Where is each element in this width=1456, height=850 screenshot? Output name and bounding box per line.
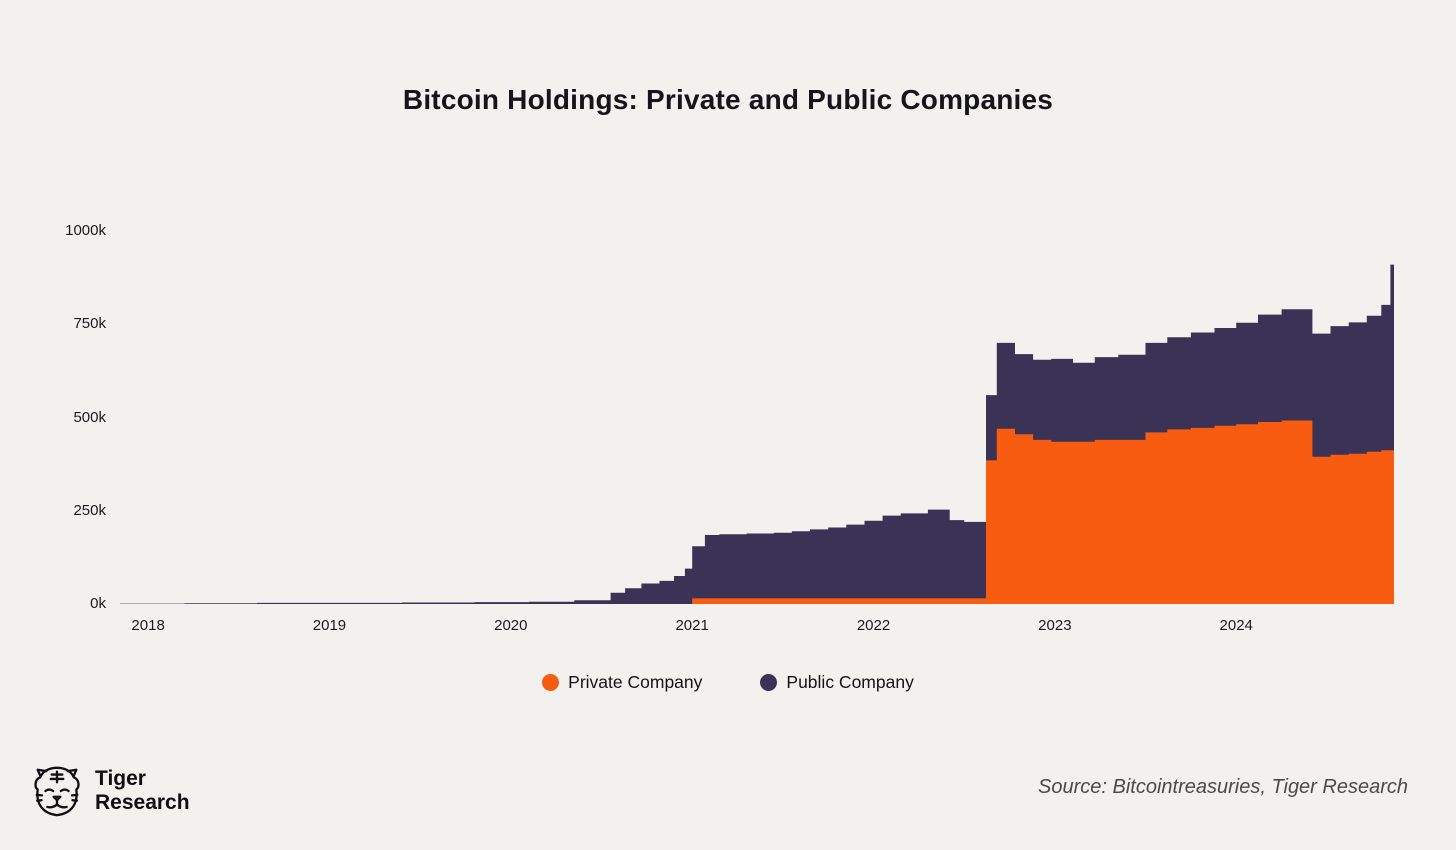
x-axis-tick-label: 2023 (1038, 617, 1072, 634)
y-axis-tick-label: 0k (90, 595, 106, 612)
x-axis-tick-label: 2019 (312, 617, 347, 634)
public-company-swatch (760, 674, 778, 691)
private-company-swatch (542, 674, 560, 691)
brand-logo-block: Tiger Research (28, 762, 190, 820)
source-attribution: Source: Bitcointreasuries, Tiger Researc… (1038, 776, 1408, 798)
x-axis-tick-label: 2024 (1219, 617, 1253, 634)
y-axis-tick-label: 750k (73, 315, 106, 333)
x-axis-tick-label: 2021 (675, 617, 709, 634)
tiger-logo-icon (34, 766, 80, 817)
legend-label-private: Private Company (568, 672, 703, 692)
brand-name: Tiger Research (95, 767, 190, 814)
x-axis-tick-label: 2020 (494, 617, 528, 634)
brand-line-2: Research (95, 791, 190, 814)
chart-title: Bitcoin Holdings: Private and Public Com… (402, 84, 1054, 115)
legend-item-public: Public Company (760, 672, 914, 693)
x-axis-tick-label: 2022 (856, 617, 891, 634)
legend-item-private: Private Company (542, 672, 702, 693)
private-company-area (120, 420, 1394, 604)
y-axis-tick-label: 250k (73, 501, 106, 519)
x-axis-tick-label: 2018 (131, 617, 165, 634)
stacked-area-chart (120, 264, 1394, 604)
y-axis-tick-label: 1000k (65, 222, 106, 239)
brand-line-1: Tiger (95, 767, 146, 791)
legend: Private Company Public Company (0, 672, 1456, 693)
legend-label-public: Public Company (786, 672, 914, 692)
y-axis-tick-label: 500k (73, 408, 106, 426)
